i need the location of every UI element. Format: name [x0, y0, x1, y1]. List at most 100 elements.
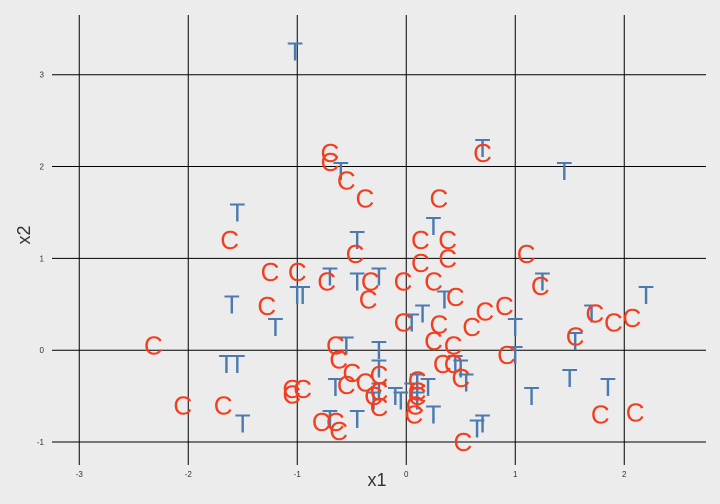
y-axis-title: x2	[14, 225, 34, 244]
point-c: C	[566, 321, 585, 351]
point-t: T	[229, 197, 245, 227]
point-c: C	[394, 266, 413, 296]
y-tick-label: 2	[40, 163, 45, 172]
point-t: T	[453, 354, 469, 384]
point-c: C	[430, 184, 449, 214]
x-tick-label: -3	[76, 470, 84, 479]
point-c: C	[394, 308, 413, 338]
point-t: T	[371, 377, 387, 407]
point-c: C	[591, 399, 610, 429]
point-c: C	[261, 257, 280, 287]
point-c: C	[430, 309, 449, 339]
point-c: C	[329, 344, 348, 374]
point-t: T	[371, 262, 387, 292]
point-c: C	[446, 282, 465, 312]
point-t: T	[562, 363, 578, 393]
point-t: T	[349, 225, 365, 255]
point-c: C	[293, 374, 312, 404]
point-c: C	[220, 225, 239, 255]
x-tick-label: -1	[294, 470, 302, 479]
point-t: T	[393, 386, 409, 416]
point-c: C	[404, 399, 423, 429]
point-t: T	[409, 386, 425, 416]
point-c: C	[355, 367, 374, 397]
y-tick-label: -1	[37, 438, 45, 447]
point-t: T	[415, 298, 431, 328]
point-t: T	[349, 404, 365, 434]
point-t: T	[638, 280, 654, 310]
point-c: C	[475, 297, 494, 327]
point-c: C	[454, 427, 473, 457]
point-c: C	[329, 416, 348, 446]
point-t: T	[338, 331, 354, 361]
point-c: C	[531, 271, 550, 301]
point-c: C	[326, 331, 345, 361]
point-c: C	[282, 374, 301, 404]
point-t: T	[600, 372, 616, 402]
point-c: C	[424, 266, 443, 296]
point-t: T	[426, 399, 442, 429]
x-axis-title: x1	[367, 470, 386, 490]
point-t: T	[420, 372, 436, 402]
point-c: C	[321, 147, 340, 177]
point-t: T	[524, 381, 540, 411]
point-t: T	[426, 211, 442, 241]
point-t: T	[469, 413, 485, 443]
point-t: T	[322, 262, 338, 292]
point-t: T	[333, 156, 349, 186]
tick-labels: -3 -2 -1 0 1 2 -1 0 1 2 3	[37, 71, 627, 479]
point-c: C	[282, 379, 301, 409]
point-c: C	[622, 303, 641, 333]
point-c: C	[370, 377, 389, 407]
point-c: C	[361, 266, 380, 296]
point-t: T	[322, 404, 338, 434]
point-t: T	[224, 289, 240, 319]
point-c: C	[406, 390, 425, 420]
point-t: T	[295, 280, 311, 310]
point-t: T	[584, 298, 600, 328]
point-c: C	[370, 360, 389, 390]
point-c: C	[288, 257, 307, 287]
point-t: T	[371, 335, 387, 365]
point-t: T	[287, 37, 303, 67]
point-c: C	[495, 291, 514, 321]
point-c: C	[370, 392, 389, 422]
point-c: C	[444, 331, 463, 361]
point-c: C	[321, 138, 340, 168]
point-t: T	[507, 340, 523, 370]
point-t: T	[366, 386, 382, 416]
point-c: C	[462, 312, 481, 342]
point-c: C	[337, 165, 356, 195]
point-c: C	[411, 225, 430, 255]
point-c: C	[424, 326, 443, 356]
point-c: C	[473, 138, 492, 168]
point-c: C	[408, 377, 427, 407]
point-c: C	[438, 225, 457, 255]
point-t: T	[235, 409, 251, 439]
point-t: T	[507, 312, 523, 342]
point-t: T	[218, 349, 234, 379]
point-t: T	[475, 133, 491, 163]
y-tick-label: 3	[40, 71, 45, 80]
point-t: T	[409, 367, 425, 397]
point-c: C	[312, 407, 331, 437]
point-t: T	[447, 349, 463, 379]
point-c: C	[257, 291, 276, 321]
point-c: C	[342, 358, 361, 388]
point-c: C	[451, 363, 470, 393]
point-c: C	[317, 266, 336, 296]
point-t: T	[475, 409, 491, 439]
point-c: C	[173, 390, 192, 420]
point-t: T	[404, 308, 420, 338]
point-t: T	[535, 266, 551, 296]
y-tick-label: 1	[40, 254, 45, 263]
point-c: C	[585, 298, 604, 328]
point-c: C	[408, 366, 427, 396]
point-t: T	[436, 285, 452, 315]
point-c: C	[433, 349, 452, 379]
point-c: C	[359, 285, 378, 315]
point-t: T	[387, 381, 403, 411]
point-c: C	[214, 390, 233, 420]
